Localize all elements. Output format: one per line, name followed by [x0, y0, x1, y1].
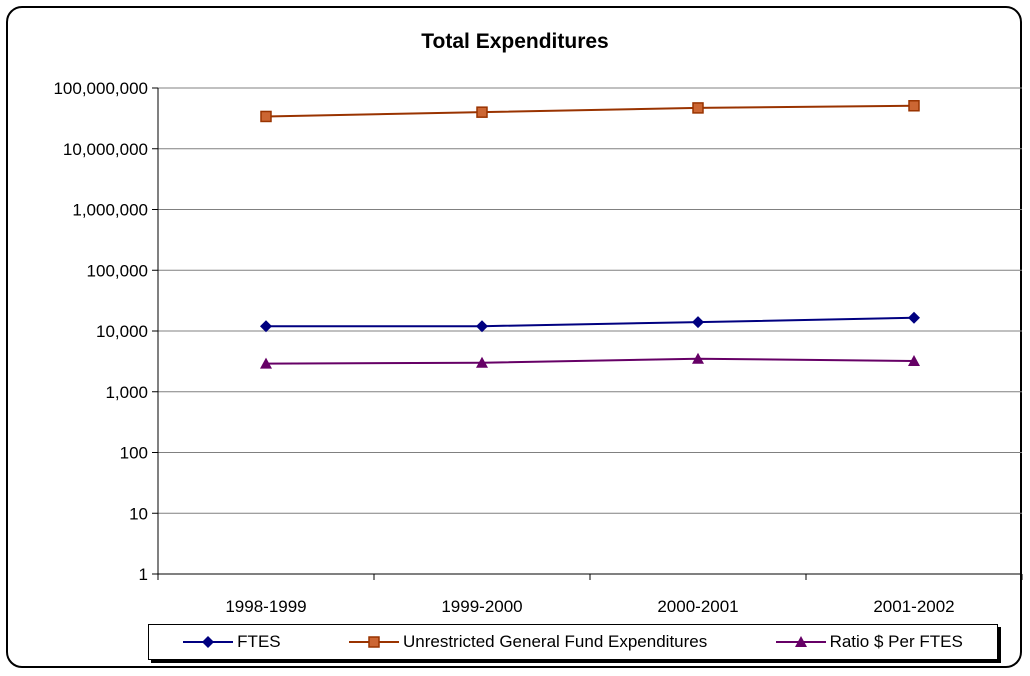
legend-label-ftes: FTES	[237, 632, 281, 651]
data-point-diamond	[692, 316, 704, 329]
y-tick-label: 100	[120, 444, 148, 463]
legend-swatch-ftes	[183, 636, 234, 648]
data-point-diamond	[476, 320, 488, 333]
data-point-triangle	[908, 355, 920, 367]
data-point-diamond	[908, 311, 920, 324]
y-tick-label: 10	[129, 504, 148, 523]
y-tick-label: 100,000	[87, 261, 148, 280]
legend: FTES Unrestricted General Fund Expenditu…	[148, 624, 998, 660]
data-point-diamond	[260, 320, 272, 333]
chart-frame	[6, 6, 1022, 668]
chart-title: Total Expenditures	[421, 30, 609, 53]
legend-item-ratio: Ratio $ Per FTES	[775, 632, 963, 652]
y-tick-label: 1	[139, 565, 148, 584]
legend-swatch-ratio	[775, 636, 826, 647]
legend-swatch-ugfe	[348, 636, 399, 648]
data-point-square	[692, 102, 704, 114]
series-line	[266, 316, 915, 328]
x-tick-label: 1998-1999	[225, 597, 306, 616]
data-point-square	[260, 110, 272, 123]
data-point-triangle	[476, 356, 488, 368]
x-tick-label: 2000-2001	[657, 597, 738, 616]
y-tick-label: 100,000,000	[53, 79, 148, 98]
series-line	[265, 104, 915, 118]
y-tick-label: 10,000,000	[63, 140, 148, 159]
y-tick-label: 1,000,000	[72, 201, 148, 220]
y-tick-label: 10,000	[96, 322, 148, 341]
data-point-triangle	[692, 352, 704, 364]
series-line	[265, 357, 915, 365]
x-tick-label: 1999-2000	[441, 597, 522, 616]
data-point-square	[476, 106, 488, 118]
legend-label-ratio: Ratio $ Per FTES	[829, 632, 963, 651]
y-tick-label: 1,000	[105, 383, 148, 402]
data-point-triangle	[260, 357, 272, 369]
legend-label-ugfe: Unrestricted General Fund Expenditures	[402, 632, 708, 651]
legend-item-ftes: FTES	[183, 632, 281, 652]
data-point-square	[908, 100, 920, 112]
x-tick-label: 2001-2002	[873, 597, 954, 616]
legend-item-ugfe: Unrestricted General Fund Expenditures	[348, 632, 708, 652]
